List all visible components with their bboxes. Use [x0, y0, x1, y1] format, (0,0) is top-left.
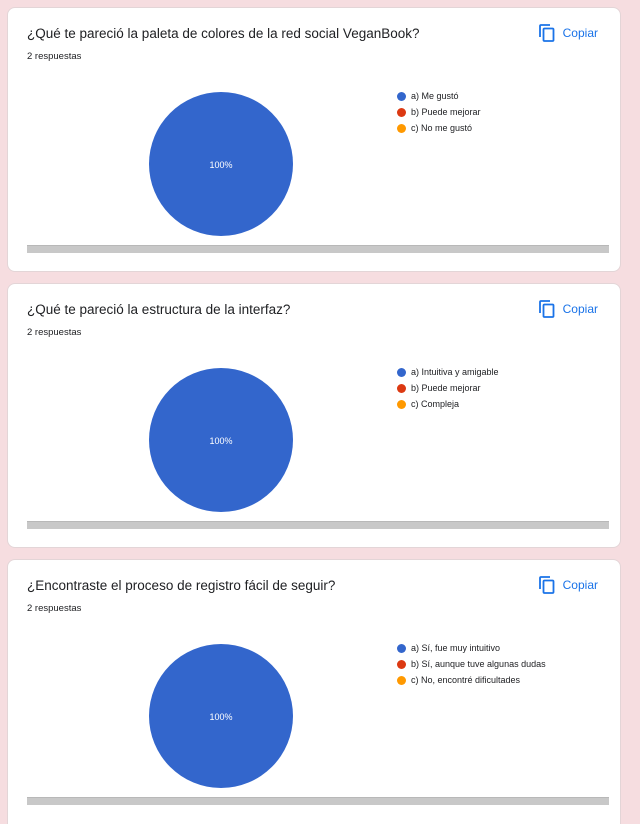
slice-label: 100% — [209, 712, 232, 722]
response-count: 2 respuestas — [27, 327, 82, 338]
legend-dot-icon — [397, 367, 406, 377]
legend-dot-icon — [397, 123, 406, 133]
legend-label: a) Sí, fue muy intuitivo — [411, 643, 501, 653]
response-count: 2 respuestas — [27, 603, 82, 614]
legend-dot-icon — [397, 643, 406, 653]
legend-dot-icon — [397, 107, 406, 117]
question-card-1: ¿Qué te pareció la paleta de colores de … — [7, 7, 621, 272]
legend-dot-icon — [397, 399, 406, 409]
question-card-3: ¿Encontraste el proceso de registro fáci… — [7, 559, 621, 824]
pie-chart: 100% — [149, 368, 293, 512]
pie-slice-1[interactable] — [149, 368, 293, 512]
copy-label: Copiar — [562, 302, 598, 316]
legend-label: a) Me gustó — [411, 91, 459, 101]
legend-item[interactable]: b) Sí, aunque tuve algunas dudas — [397, 656, 546, 672]
horizontal-scrollbar[interactable] — [27, 797, 609, 805]
chart-legend: a) Sí, fue muy intuitivo b) Sí, aunque t… — [397, 640, 546, 688]
horizontal-scrollbar[interactable] — [27, 245, 609, 253]
legend-item[interactable]: a) Sí, fue muy intuitivo — [397, 640, 546, 656]
legend-label: a) Intuitiva y amigable — [411, 367, 499, 377]
copy-label: Copiar — [562, 578, 598, 592]
copy-button[interactable]: Copiar — [538, 300, 598, 318]
copy-icon — [538, 576, 555, 594]
copy-icon — [538, 300, 555, 318]
chart-legend: a) Me gustó b) Puede mejorar c) No me gu… — [397, 88, 481, 136]
pie-slice-1[interactable] — [149, 92, 293, 236]
legend-dot-icon — [397, 383, 406, 393]
legend-label: b) Sí, aunque tuve algunas dudas — [411, 659, 546, 669]
slice-label: 100% — [209, 436, 232, 446]
question-card-2: ¿Qué te pareció la estructura de la inte… — [7, 283, 621, 548]
legend-item[interactable]: c) Compleja — [397, 396, 499, 412]
copy-icon — [538, 24, 555, 42]
pie-chart: 100% — [149, 92, 293, 236]
copy-button[interactable]: Copiar — [538, 24, 598, 42]
legend-label: b) Puede mejorar — [411, 383, 481, 393]
legend-label: c) No, encontré dificultades — [411, 675, 521, 685]
question-title: ¿Encontraste el proceso de registro fáci… — [27, 578, 336, 593]
chart-legend: a) Intuitiva y amigable b) Puede mejorar… — [397, 364, 499, 412]
slice-label: 100% — [209, 160, 232, 170]
legend-item[interactable]: b) Puede mejorar — [397, 104, 481, 120]
legend-item[interactable]: a) Me gustó — [397, 88, 481, 104]
question-title: ¿Qué te pareció la paleta de colores de … — [27, 26, 420, 41]
legend-item[interactable]: a) Intuitiva y amigable — [397, 364, 499, 380]
legend-dot-icon — [397, 659, 406, 669]
pie-slice-1[interactable] — [149, 644, 293, 788]
legend-label: c) Compleja — [411, 399, 460, 409]
legend-dot-icon — [397, 675, 406, 685]
copy-button[interactable]: Copiar — [538, 576, 598, 594]
response-count: 2 respuestas — [27, 51, 82, 62]
copy-label: Copiar — [562, 26, 598, 40]
legend-item[interactable]: b) Puede mejorar — [397, 380, 499, 396]
legend-label: b) Puede mejorar — [411, 107, 481, 117]
horizontal-scrollbar[interactable] — [27, 521, 609, 529]
legend-label: c) No me gustó — [411, 123, 473, 133]
question-title: ¿Qué te pareció la estructura de la inte… — [27, 302, 291, 317]
pie-chart: 100% — [149, 644, 293, 788]
legend-item[interactable]: c) No, encontré dificultades — [397, 672, 546, 688]
legend-item[interactable]: c) No me gustó — [397, 120, 481, 136]
legend-dot-icon — [397, 91, 406, 101]
